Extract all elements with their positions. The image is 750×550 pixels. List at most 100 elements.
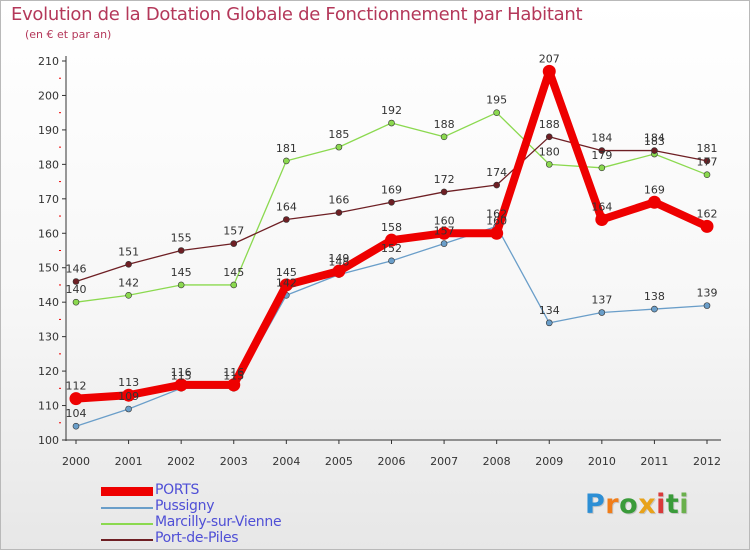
x-tick-label: 2007 bbox=[430, 455, 458, 468]
data-label: 207 bbox=[539, 52, 560, 65]
y-tick-label: 200 bbox=[38, 89, 59, 102]
y-tick-label: 170 bbox=[38, 193, 59, 206]
chart-subtitle: (en € et par an) bbox=[25, 28, 112, 41]
legend-label: Pussigny bbox=[155, 498, 215, 514]
data-point bbox=[651, 305, 658, 313]
y-tick-label: 100 bbox=[38, 434, 59, 447]
data-point bbox=[230, 240, 238, 247]
data-label: 145 bbox=[276, 266, 297, 279]
data-label: 180 bbox=[539, 145, 560, 158]
data-label: 164 bbox=[591, 200, 612, 213]
chart-title: Evolution de la Dotation Globale de Fonc… bbox=[11, 4, 583, 25]
y-minor-tick bbox=[59, 284, 61, 286]
data-label: 116 bbox=[171, 366, 192, 379]
data-label: 115 bbox=[171, 369, 192, 382]
y-minor-tick bbox=[59, 318, 61, 320]
data-point bbox=[72, 278, 80, 285]
y-tick-label: 130 bbox=[38, 331, 59, 344]
data-label: 109 bbox=[118, 390, 139, 403]
y-tick-label: 190 bbox=[38, 124, 59, 137]
data-point bbox=[542, 64, 556, 78]
data-point bbox=[283, 157, 290, 165]
data-point bbox=[598, 147, 606, 154]
data-label: 172 bbox=[434, 173, 455, 186]
data-point bbox=[335, 143, 343, 151]
y-minor-tick bbox=[59, 181, 61, 183]
x-tick-label: 2005 bbox=[325, 455, 353, 468]
data-point bbox=[230, 281, 238, 289]
data-label: 166 bbox=[328, 194, 349, 207]
x-tick-label: 2002 bbox=[167, 455, 195, 468]
data-label: 195 bbox=[486, 94, 507, 107]
data-label: 188 bbox=[434, 118, 455, 131]
data-label: 137 bbox=[591, 294, 612, 307]
data-label: 192 bbox=[381, 104, 402, 117]
legend-label: PORTS bbox=[155, 482, 200, 498]
y-tick-label: 110 bbox=[38, 400, 59, 413]
data-point bbox=[440, 240, 448, 247]
data-point bbox=[72, 422, 80, 430]
data-label: 179 bbox=[591, 149, 612, 162]
data-label: 148 bbox=[328, 256, 349, 269]
data-point bbox=[177, 281, 185, 289]
data-label: 183 bbox=[644, 135, 665, 148]
y-minor-tick bbox=[59, 422, 61, 424]
y-minor-tick bbox=[59, 250, 61, 251]
data-point bbox=[174, 378, 188, 392]
data-point bbox=[595, 212, 609, 226]
data-label: 139 bbox=[697, 287, 718, 300]
data-point bbox=[388, 119, 395, 127]
data-point bbox=[493, 109, 500, 116]
data-point bbox=[283, 216, 290, 223]
data-label: 155 bbox=[171, 232, 192, 245]
proxiti-logo: Proxiti bbox=[585, 489, 690, 520]
y-minor-tick bbox=[59, 112, 61, 114]
data-label: 112 bbox=[66, 380, 87, 393]
legend-swatch bbox=[101, 507, 153, 509]
y-tick-label: 160 bbox=[38, 227, 59, 240]
data-label: 160 bbox=[434, 214, 455, 227]
data-label: 162 bbox=[697, 207, 718, 220]
data-label: 116 bbox=[223, 366, 244, 379]
data-point bbox=[490, 226, 504, 240]
data-point bbox=[69, 392, 83, 406]
data-point bbox=[703, 302, 711, 309]
x-tick-label: 2010 bbox=[588, 455, 616, 468]
data-label: 164 bbox=[276, 200, 297, 213]
data-label: 181 bbox=[276, 142, 297, 155]
data-point bbox=[125, 405, 132, 413]
data-label: 140 bbox=[66, 283, 87, 296]
data-label: 134 bbox=[539, 304, 560, 317]
data-point bbox=[385, 233, 398, 247]
data-point bbox=[279, 278, 293, 292]
data-label: 157 bbox=[434, 225, 455, 238]
data-point bbox=[388, 198, 395, 206]
legend-label: Marcilly-sur-Vienne bbox=[155, 514, 282, 530]
x-tick-label: 2003 bbox=[220, 455, 248, 468]
y-minor-tick bbox=[59, 353, 61, 355]
data-label: 177 bbox=[697, 156, 718, 169]
data-point bbox=[598, 309, 606, 316]
data-point bbox=[332, 264, 346, 278]
data-point bbox=[125, 260, 132, 268]
data-label: 160 bbox=[486, 214, 507, 227]
x-tick-label: 2004 bbox=[272, 455, 300, 468]
data-label: 115 bbox=[223, 369, 244, 382]
data-point bbox=[493, 181, 500, 189]
legend-swatch bbox=[101, 539, 153, 541]
data-point bbox=[440, 133, 448, 141]
data-point bbox=[545, 319, 553, 327]
data-label: 146 bbox=[66, 263, 87, 276]
data-label: 185 bbox=[328, 128, 349, 141]
data-label: 145 bbox=[171, 266, 192, 279]
data-label: 162 bbox=[486, 207, 507, 220]
data-point bbox=[122, 388, 136, 402]
data-label: 142 bbox=[276, 276, 297, 289]
data-label: 158 bbox=[381, 221, 402, 234]
y-tick-label: 180 bbox=[38, 158, 59, 171]
data-label: 169 bbox=[644, 183, 665, 196]
x-tick-label: 2012 bbox=[693, 455, 721, 468]
data-label: 104 bbox=[66, 407, 87, 420]
data-label: 113 bbox=[118, 376, 139, 389]
